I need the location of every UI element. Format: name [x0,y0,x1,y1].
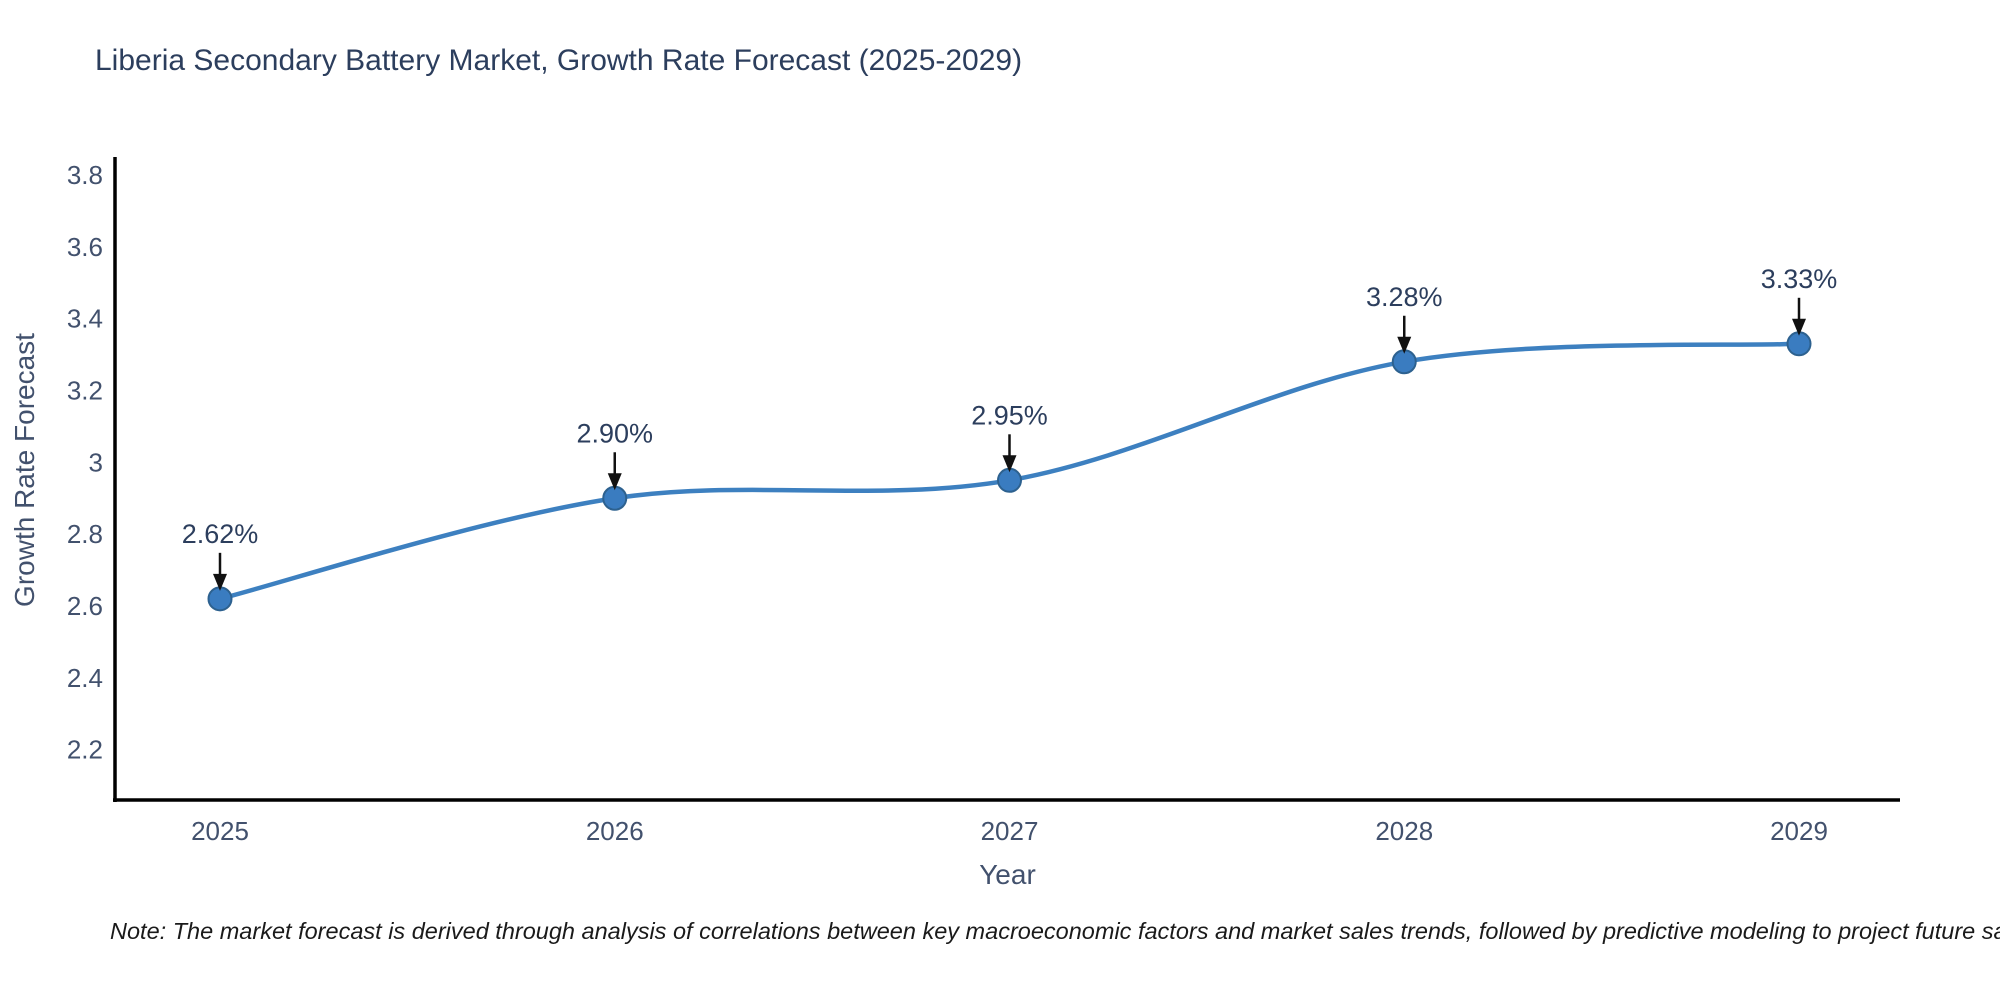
x-tick-label: 2027 [981,816,1039,846]
y-tick-label: 2.6 [67,591,103,621]
annotation-arrowhead-icon [213,573,227,591]
x-tick-label: 2029 [1770,816,1828,846]
data-point-label: 2.90% [576,418,653,448]
x-axis-title: Year [979,859,1036,890]
x-tick-label: 2025 [191,816,249,846]
data-point-label: 3.33% [1761,264,1838,294]
y-tick-label: 3.6 [67,232,103,262]
x-tick-label: 2028 [1375,816,1433,846]
y-tick-label: 3.2 [67,375,103,405]
data-point-label: 2.95% [971,400,1048,430]
y-tick-label: 3 [89,447,103,477]
y-tick-label: 2.8 [67,519,103,549]
y-axis-title: Growth Rate Forecast [9,333,40,607]
y-tick-label: 3.4 [67,304,103,334]
y-tick-label: 2.4 [67,663,103,693]
annotation-arrowhead-icon [1792,318,1806,336]
annotation-arrowhead-icon [1397,336,1412,354]
y-tick-label: 2.2 [67,735,103,765]
footnote: Note: The market forecast is derived thr… [110,918,2000,944]
data-point-label: 2.62% [182,519,259,549]
annotation-arrowhead-icon [607,473,622,491]
data-point-label: 3.28% [1366,282,1443,312]
y-tick-label: 3.8 [67,160,103,190]
annotation-arrowhead-icon [1002,455,1017,473]
chart-title: Liberia Secondary Battery Market, Growth… [95,44,1023,77]
x-tick-label: 2026 [586,816,644,846]
